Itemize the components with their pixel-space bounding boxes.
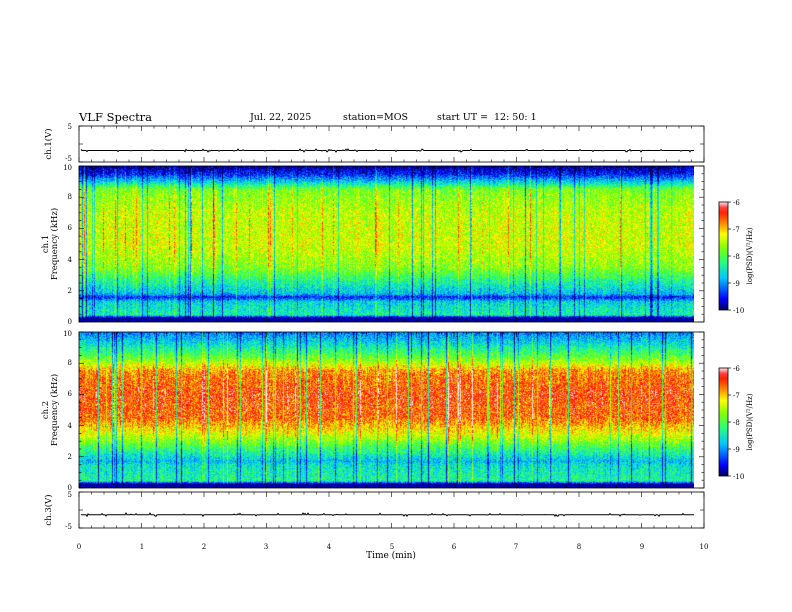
ch1-colorbar-label: log(PSD)(V²/Hz) <box>746 227 754 284</box>
x-tick-7: 7 <box>514 543 518 551</box>
ch2-cb-tick-m8: -8 <box>733 419 740 427</box>
ch1-cb-tick-m6: -6 <box>733 199 740 207</box>
x-tick-1: 1 <box>140 543 144 551</box>
ch1-ytick-8: 8 <box>68 193 72 201</box>
time-axis: 0 1 2 3 4 5 6 7 8 9 10 Time (min) <box>77 543 709 561</box>
ch3-voltage-tick-top: 5 <box>68 491 72 499</box>
ch1-ytick-0: 0 <box>68 318 72 326</box>
ch1-ytick-6: 6 <box>68 224 73 232</box>
ch2-cb-tick-m9: -9 <box>733 446 740 454</box>
x-tick-0: 0 <box>77 543 81 551</box>
ch1-voltage-ylabel: ch.1(V) <box>43 128 54 159</box>
x-tick-10: 10 <box>700 543 709 551</box>
ch2-colorbar-label: log(PSD)(V²/Hz) <box>746 393 754 450</box>
ch2-cb-tick-m7: -7 <box>733 392 740 400</box>
ch2-frequency-label: Frequency (kHz) <box>49 374 60 446</box>
ch1-ytick-2: 2 <box>68 287 72 295</box>
start-ut-value: 12: 50: 1 <box>494 112 537 123</box>
ch1-cb-tick-m7: -7 <box>733 226 740 234</box>
station-label: station=MOS <box>343 112 409 123</box>
ch1-spectrogram-panel: 0 2 4 6 8 10 ch.1 Frequency (kHz) <box>41 164 705 326</box>
ch1-voltage-tick-bottom: -5 <box>65 155 72 163</box>
ch1-voltage-trace <box>80 148 694 153</box>
x-tick-9: 9 <box>640 543 644 551</box>
ch1-spectrogram-image <box>79 166 694 322</box>
ch1-ylabel: ch.1 <box>41 235 51 253</box>
ch1-colorbar: -6 -7 -8 -9 -10 log(PSD)(V²/Hz) <box>718 199 754 315</box>
ch3-voltage-ylabel: ch.3(V) <box>43 494 54 525</box>
ch1-frequency-label: Frequency (kHz) <box>49 208 60 280</box>
ch2-spectrogram-panel: 0 2 4 6 8 10 ch.2 Frequency (kHz) <box>41 330 705 492</box>
ch1-ytick-10: 10 <box>63 164 72 172</box>
ch2-ytick-8: 8 <box>68 359 72 367</box>
ch1-cb-tick-m8: -8 <box>733 253 740 261</box>
ch2-spectrogram-image <box>79 332 694 488</box>
ch3-voltage-tick-bottom: -5 <box>65 523 72 531</box>
ch2-ytick-0: 0 <box>68 484 72 492</box>
x-tick-2: 2 <box>202 543 206 551</box>
x-tick-6: 6 <box>452 543 457 551</box>
ch2-colorbar-gradient <box>718 367 729 477</box>
x-tick-5: 5 <box>390 543 394 551</box>
ch1-cb-tick-m10: -10 <box>733 307 744 315</box>
start-ut-label: start UT = <box>437 112 489 123</box>
ch2-cb-tick-m10: -10 <box>733 473 744 481</box>
x-axis-label: Time (min) <box>366 550 416 561</box>
ch2-ytick-10: 10 <box>63 330 72 338</box>
chart-title: VLF Spectra <box>79 110 153 124</box>
x-tick-8: 8 <box>577 543 581 551</box>
ch2-ytick-2: 2 <box>68 453 72 461</box>
ch1-voltage-frame <box>78 125 705 163</box>
ch1-voltage-tick-top: 5 <box>68 123 72 131</box>
ch2-ylabel: ch.2 <box>41 401 51 419</box>
ch1-ytick-4: 4 <box>68 256 73 264</box>
ch2-ytick-6: 6 <box>68 390 73 398</box>
ch1-voltage-panel: 5 -5 ch.1(V) <box>43 123 705 163</box>
x-tick-3: 3 <box>264 543 268 551</box>
ch3-voltage-panel: 5 -5 ch.3(V) <box>43 491 705 531</box>
date-label: Jul. 22, 2025 <box>250 112 312 123</box>
ch2-spectrogram-frame <box>78 331 705 489</box>
ch1-spectrogram-frame <box>78 165 705 323</box>
ch2-colorbar: -6 -7 -8 -9 -10 log(PSD)(V²/Hz) <box>718 365 754 481</box>
ch1-colorbar-gradient <box>718 201 729 311</box>
ch1-cb-tick-m9: -9 <box>733 280 740 288</box>
ch2-ytick-4: 4 <box>68 422 73 430</box>
ch3-voltage-frame <box>78 491 705 529</box>
x-tick-4: 4 <box>327 543 332 551</box>
ch2-cb-tick-m6: -6 <box>733 365 740 373</box>
ch3-voltage-trace <box>81 512 694 518</box>
